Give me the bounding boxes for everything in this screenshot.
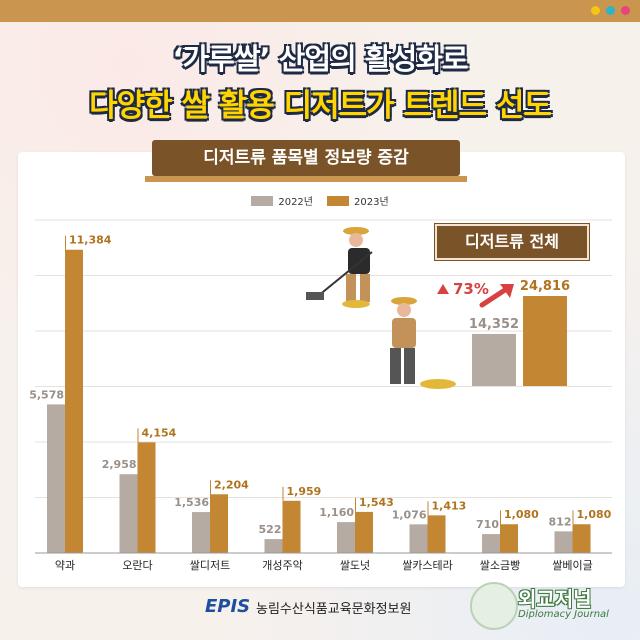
- value-label-2022: 710: [476, 518, 499, 531]
- pink-dot-icon: [621, 6, 630, 15]
- bar-2023: [427, 515, 446, 553]
- value-label-2022: 1,536: [174, 496, 209, 509]
- growth-label: 73%: [453, 280, 489, 298]
- bar-2022: [264, 539, 283, 553]
- category-label: 약과: [55, 558, 75, 572]
- bar-2023: [137, 442, 156, 553]
- value-label-2023: 11,384: [69, 234, 112, 247]
- headline-line-2: 다양한 쌀 활용 디저트가 트렌드 선도: [89, 88, 552, 124]
- value-label-2023: 1,543: [359, 496, 394, 509]
- bar-2023: [282, 500, 301, 553]
- growth-arrow-icon: [479, 285, 511, 308]
- subtitle-accent-bar: [145, 176, 467, 182]
- bar-2022: [482, 534, 500, 553]
- farmer-leg-icon: [360, 274, 370, 302]
- farmer-head-icon: [397, 303, 411, 317]
- category-label: 쌀베이글: [552, 559, 592, 572]
- bar-2023: [210, 494, 228, 553]
- legend-item-2022: 2022년: [251, 193, 313, 208]
- farmer-leg-icon: [390, 348, 401, 384]
- brand-name: 외교저널: [518, 587, 592, 611]
- value-label-2022: 1,076: [392, 508, 427, 521]
- value-label-2023: 1,413: [432, 499, 467, 512]
- farmer-leg-icon: [346, 274, 356, 302]
- chart-legend: 2022년 2023년: [0, 193, 640, 208]
- legend-swatch-2022: [251, 195, 274, 206]
- teal-dot-icon: [606, 6, 615, 15]
- farmer-head-icon: [349, 233, 363, 247]
- value-label-2022: 522: [259, 523, 282, 536]
- source-organization: 농림수산식품교육문화정보원: [256, 602, 412, 617]
- yellow-dot-icon: [591, 6, 600, 15]
- value-label-2023: 2,204: [214, 478, 249, 491]
- farmer-hat-icon: [391, 297, 417, 305]
- value-label-2022: 1,160: [319, 506, 354, 519]
- bar-2022: [192, 512, 210, 553]
- growth-arrowhead-icon: [500, 284, 514, 298]
- inset-title: 디저트류 전체: [435, 224, 589, 260]
- farmer-leg-icon: [404, 348, 415, 384]
- inset-value-2023: 24,816: [520, 279, 570, 294]
- value-label-2022: 2,958: [102, 458, 137, 471]
- bar-2022: [337, 522, 355, 553]
- legend-swatch-2023: [327, 195, 349, 206]
- category-label: 쌀카스테라: [402, 559, 453, 572]
- category-label: 오란다: [122, 559, 152, 572]
- bar-2023: [355, 511, 373, 553]
- farmer-body-icon: [392, 318, 416, 348]
- bar-2022: [409, 524, 428, 553]
- value-label-2023: 1,959: [287, 485, 322, 498]
- value-label-2023: 4,154: [142, 426, 177, 439]
- bar-2023: [572, 524, 591, 553]
- inset-value-2022: 14,352: [469, 317, 519, 332]
- bar-2023: [65, 249, 83, 554]
- bar-2022: [47, 404, 65, 553]
- rice-pile-icon: [420, 379, 456, 389]
- bar-2023: [500, 524, 518, 553]
- rice-pile-icon: [342, 300, 370, 308]
- category-label: 쌀디저트: [190, 559, 230, 572]
- value-label-2022: 812: [549, 515, 572, 528]
- legend-label-2023: 2023년: [354, 197, 389, 208]
- growth-triangle-icon: [437, 284, 449, 294]
- rake-handle-icon: [317, 251, 373, 297]
- epis-logo: EPIS: [205, 596, 251, 617]
- inset-bar-2022: [472, 333, 516, 386]
- headline-line-1: ‘가루쌀’ 산업의 활성화로: [172, 42, 468, 76]
- category-label: 쌀도넛: [340, 559, 370, 572]
- globe-logo-icon: [470, 582, 518, 630]
- window-dots: [591, 6, 630, 15]
- bar-2022: [554, 531, 573, 553]
- legend-item-2023: 2023년: [327, 193, 389, 208]
- value-label-2023: 1,080: [504, 508, 539, 521]
- value-label-2023: 1,080: [577, 508, 612, 521]
- chart-title: 디저트류 품목별 정보량 증감: [152, 140, 460, 176]
- top-bar: [0, 0, 640, 22]
- bar-2022: [119, 474, 138, 553]
- category-label: 쌀소금빵: [480, 559, 520, 572]
- category-label: 개성주악: [262, 559, 302, 572]
- legend-label-2022: 2022년: [278, 197, 313, 208]
- value-label-2022: 5,578: [29, 388, 64, 401]
- brand-subtitle: Diplomacy Journal: [518, 609, 609, 620]
- rake-head-icon: [306, 292, 324, 300]
- farmer-hat-icon: [343, 227, 369, 235]
- inset-bar-2023: [523, 296, 567, 386]
